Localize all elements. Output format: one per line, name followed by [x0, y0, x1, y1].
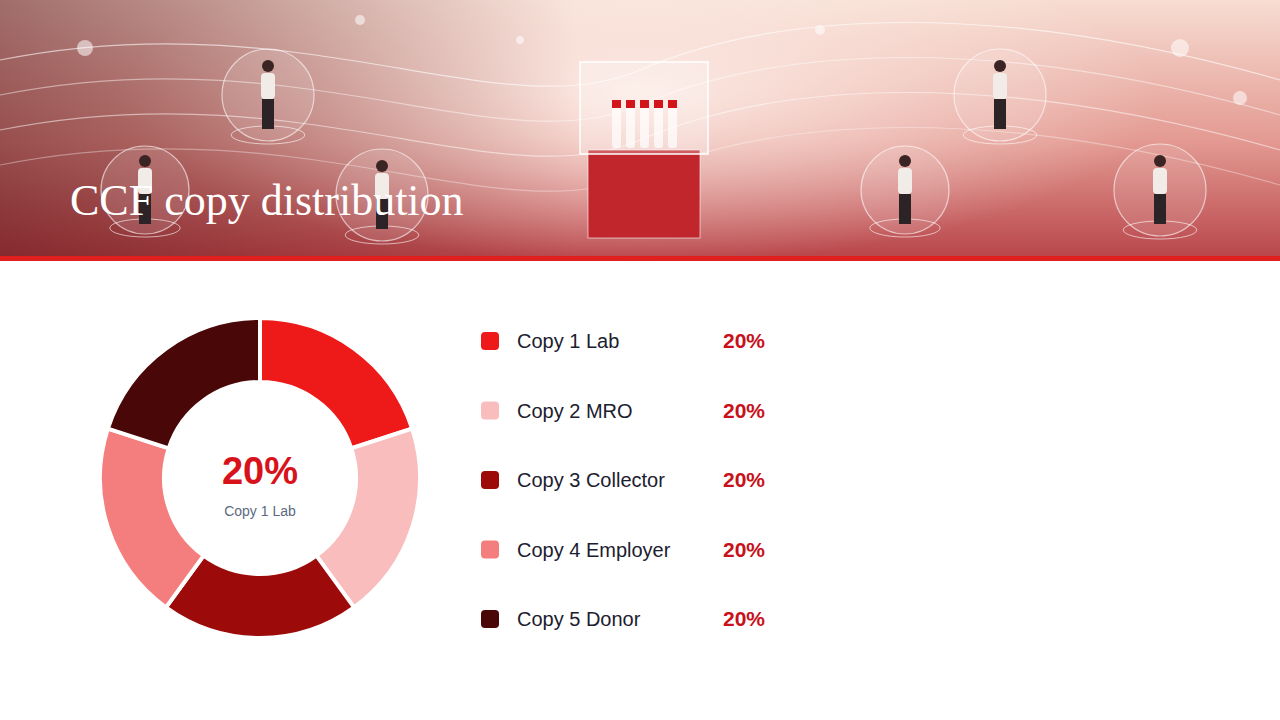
banner-sparkle [1233, 91, 1247, 105]
banner-figure-legs [1154, 194, 1166, 224]
banner [0, 0, 1280, 280]
banner-figure-head [139, 155, 151, 167]
legend-label: Copy 3 Collector [517, 469, 665, 491]
legend-value: 20% [723, 399, 765, 422]
banner-figure-head [1154, 155, 1166, 167]
banner-figure-head [899, 155, 911, 167]
legend-label: Copy 1 Lab [517, 330, 619, 352]
banner-figure-legs [262, 99, 274, 129]
banner-tube [654, 100, 663, 148]
center-value: 20% [222, 450, 298, 492]
banner-sparkle [516, 36, 524, 44]
banner-shade [0, 0, 1280, 256]
banner-figure-legs [899, 194, 911, 224]
legend-swatch [481, 332, 499, 350]
banner-tube [668, 100, 677, 148]
donut-slice [260, 318, 412, 448]
banner-sparkle [815, 25, 825, 35]
legend-value: 20% [723, 329, 765, 352]
banner-bg [0, 0, 1280, 256]
legend-label: Copy 4 Employer [517, 539, 671, 561]
donut-slices [100, 318, 420, 638]
legend: Copy 1 Lab 20% Copy 2 MRO 20% Copy 3 Collect… [481, 329, 765, 630]
banner-figure [261, 73, 275, 99]
banner-tube [612, 100, 621, 148]
banner-bubble [222, 49, 314, 141]
banner-tube-cap [654, 100, 663, 108]
banner-figure [898, 168, 912, 194]
banner-tube-cap [640, 100, 649, 108]
banner-cube-glass [580, 62, 708, 154]
chart-canvas: CCF copy distribution20%Copy 1 LabCopy 1… [0, 0, 1280, 720]
legend-label: Copy 2 MRO [517, 400, 633, 422]
page-root: CCF copy distribution20%Copy 1 LabCopy 1… [0, 0, 1280, 720]
banner-tube-cap [612, 100, 621, 108]
banner-figure [993, 73, 1007, 99]
banner-sparkle [355, 15, 365, 25]
legend-value: 20% [723, 607, 765, 630]
banner-tube [626, 100, 635, 148]
chart-title: CCF copy distribution [70, 176, 464, 225]
banner-cube-base [588, 150, 700, 238]
legend-label: Copy 5 Donor [517, 608, 641, 630]
banner-figure-head [262, 60, 274, 72]
banner-figure-head [376, 160, 388, 172]
legend-swatch [481, 402, 499, 420]
center-label: Copy 1 Lab [224, 503, 296, 519]
legend-value: 20% [723, 538, 765, 561]
donut-slice [108, 318, 260, 448]
legend-swatch [481, 541, 499, 559]
banner-tube-cap [626, 100, 635, 108]
banner-bubble [1114, 144, 1206, 236]
banner-figure [1153, 168, 1167, 194]
legend-value: 20% [723, 468, 765, 491]
donut-slice [100, 429, 204, 608]
banner-tube [640, 100, 649, 148]
banner-bubble [861, 146, 949, 234]
banner-sparkle [77, 40, 93, 56]
banner-figure-head [994, 60, 1006, 72]
banner-tube-cap [668, 100, 677, 108]
banner-rule [0, 256, 1280, 261]
banner-sparkle [1171, 39, 1189, 57]
banner-figure-legs [994, 99, 1006, 129]
legend-swatch [481, 471, 499, 489]
banner-bubble [954, 49, 1046, 141]
legend-swatch [481, 610, 499, 628]
